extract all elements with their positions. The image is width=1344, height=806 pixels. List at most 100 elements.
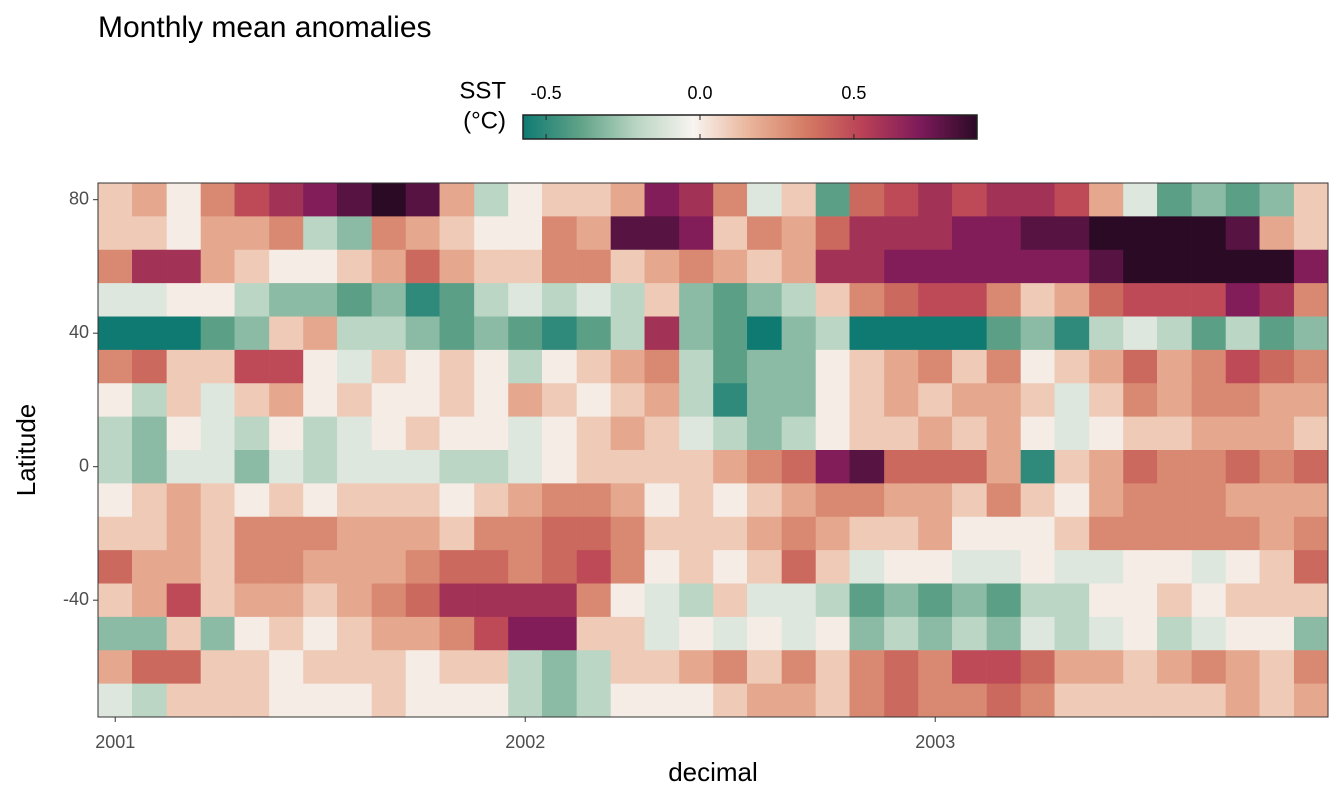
heatmap-cell [986, 349, 1022, 384]
heatmap-cell [439, 349, 475, 384]
heatmap-cell [849, 283, 885, 317]
heatmap-cell [269, 216, 304, 251]
heatmap-cell [1225, 683, 1261, 717]
heatmap-cell [234, 650, 270, 685]
heatmap-cell [269, 450, 304, 484]
heatmap-cell [166, 416, 202, 451]
heatmap-cell [884, 483, 919, 518]
heatmap-cell [269, 650, 304, 685]
heatmap-cell [200, 650, 236, 685]
heatmap-cell [1157, 349, 1192, 384]
heatmap-cell [884, 383, 919, 418]
heatmap-cell [542, 550, 577, 584]
heatmap-cell [1225, 249, 1261, 284]
heatmap-cell [542, 450, 577, 484]
heatmap-cell [849, 383, 885, 418]
heatmap-cell [849, 316, 885, 351]
heatmap-cell [610, 416, 646, 451]
heatmap-cell [1259, 183, 1295, 217]
heatmap-cell [166, 283, 202, 317]
heatmap-cell [200, 516, 236, 551]
heatmap-cell [1225, 383, 1261, 418]
heatmap-cell [644, 450, 680, 484]
heatmap-cell [918, 650, 953, 685]
heatmap-cell [1020, 583, 1056, 618]
heatmap-cell [371, 383, 407, 418]
heatmap-cell [405, 416, 441, 451]
heatmap-cell [1089, 650, 1124, 685]
heatmap-cell [679, 283, 714, 317]
heatmap-cell [1157, 683, 1192, 717]
heatmap-cell [337, 683, 372, 717]
heatmap-cell [474, 650, 509, 685]
heatmap-cell [679, 183, 714, 217]
heatmap-cell [474, 383, 509, 418]
heatmap-cell [1157, 183, 1192, 217]
heatmap-cell [1293, 283, 1328, 317]
heatmap-cell [166, 383, 202, 418]
heatmap-cell [132, 583, 167, 618]
heatmap-cell [200, 683, 236, 717]
heatmap-cell [132, 283, 167, 317]
heatmap-cell [1293, 416, 1328, 451]
heatmap-cell [610, 349, 646, 384]
heatmap-cell [166, 550, 202, 584]
heatmap-cell [644, 683, 680, 717]
heatmap-cell [1020, 216, 1056, 251]
heatmap-cell [918, 383, 953, 418]
heatmap-cell [200, 450, 236, 484]
heatmap-cell [679, 349, 714, 384]
heatmap-cell [644, 483, 680, 518]
heatmap-cell [269, 616, 304, 651]
heatmap-cell [303, 650, 338, 685]
heatmap-cell [679, 216, 714, 251]
heatmap-cell [1293, 483, 1328, 518]
heatmap-cell [1259, 516, 1295, 551]
heatmap-cell [269, 316, 304, 351]
heatmap-cell [679, 616, 714, 651]
heatmap-cell [576, 550, 612, 584]
heatmap-cell [542, 650, 577, 685]
heatmap-cell [713, 550, 748, 584]
heatmap-cell [1054, 383, 1090, 418]
heatmap-cell [644, 283, 680, 317]
heatmap-cell [337, 450, 372, 484]
heatmap-cell [1089, 583, 1124, 618]
heatmap-cell [1293, 349, 1328, 384]
heatmap-cell [405, 616, 441, 651]
heatmap-cell [1089, 450, 1124, 484]
y-axis-label: Latitude [11, 404, 41, 497]
heatmap-cell [337, 550, 372, 584]
heatmap-cell [234, 183, 270, 217]
heatmap-cell [1225, 450, 1261, 484]
heatmap-cell [371, 416, 407, 451]
heatmap-cell [713, 349, 748, 384]
heatmap-cell [576, 316, 612, 351]
heatmap-cell [884, 249, 919, 284]
heatmap-cell [1123, 216, 1158, 251]
heatmap-cell [884, 450, 919, 484]
heatmap-cell [269, 483, 304, 518]
heatmap-cell [576, 516, 612, 551]
heatmap-cell [1054, 516, 1090, 551]
heatmap-cell [576, 416, 612, 451]
heatmap-cell [474, 349, 509, 384]
heatmap-cell [576, 683, 612, 717]
heatmap-cell [679, 583, 714, 618]
heatmap-cell [508, 283, 543, 317]
heatmap-cell [1191, 183, 1227, 217]
heatmap-cell [371, 216, 407, 251]
heatmap-cell [474, 183, 509, 217]
heatmap-cell [849, 450, 885, 484]
heatmap-cell [986, 516, 1022, 551]
heatmap-cell [1191, 283, 1227, 317]
heatmap-cell [1225, 316, 1261, 351]
heatmap-cell [849, 516, 885, 551]
heatmap-cell [952, 183, 987, 217]
heatmap-cell [610, 216, 646, 251]
heatmap-cell [679, 550, 714, 584]
heatmap-cell [815, 216, 851, 251]
heatmap-cell [986, 283, 1022, 317]
heatmap-cell [1225, 583, 1261, 618]
heatmap-cell [98, 283, 133, 317]
